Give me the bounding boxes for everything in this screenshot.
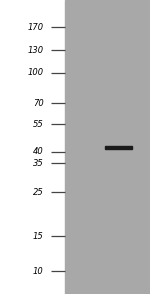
- Text: 40: 40: [33, 147, 44, 156]
- Bar: [0, 0, 64, 294]
- Text: 170: 170: [27, 23, 44, 31]
- Bar: [105, 146, 132, 149]
- Text: 130: 130: [27, 46, 44, 55]
- Text: 100: 100: [27, 68, 44, 77]
- Text: 70: 70: [33, 99, 44, 108]
- Text: 15: 15: [33, 232, 44, 241]
- Text: 55: 55: [33, 120, 44, 129]
- Text: 25: 25: [33, 188, 44, 197]
- Text: 35: 35: [33, 159, 44, 168]
- Bar: [64, 0, 150, 294]
- Text: 10: 10: [33, 267, 44, 276]
